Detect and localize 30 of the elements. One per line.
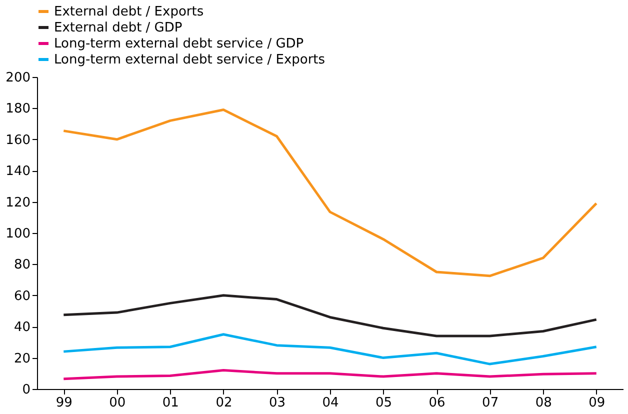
x-tick-label: 01 <box>162 396 179 410</box>
x-tick-label: 08 <box>535 396 552 410</box>
legend-label: External debt / Exports <box>54 4 204 20</box>
x-tick-label: 09 <box>588 396 606 410</box>
y-tick-label: 160 <box>6 132 30 148</box>
line-series <box>62 294 598 338</box>
x-tick-label: 04 <box>322 396 339 410</box>
y-tick-label: 40 <box>14 320 30 336</box>
legend-label: External debt / GDP <box>54 20 182 36</box>
y-tick-label: 180 <box>6 102 30 117</box>
line-series <box>62 108 598 278</box>
y-tick-label: 200 <box>6 70 30 86</box>
legend-label: Long-term external debt service / Exports <box>54 52 326 68</box>
y-tick-label: 140 <box>6 164 30 180</box>
y-tick-label: 80 <box>14 258 30 273</box>
x-tick-label: 07 <box>482 396 499 410</box>
y-tick-label: 120 <box>6 195 30 210</box>
y-tick-label: 20 <box>14 351 30 366</box>
x-tick-label: 00 <box>109 396 126 410</box>
line-series <box>62 333 598 366</box>
x-tick-label: 05 <box>376 396 392 410</box>
y-tick-label: 100 <box>6 226 30 242</box>
y-tick-label: 0 <box>22 382 30 398</box>
y-tick-label: 60 <box>14 288 30 304</box>
x-tick-label: 06 <box>428 396 446 410</box>
x-tick-label: 02 <box>216 396 232 410</box>
line-series <box>62 369 598 380</box>
legend-label: Long-term external debt service / GDP <box>54 36 304 52</box>
x-tick-label: 03 <box>268 396 286 410</box>
x-tick-label: 99 <box>56 396 72 410</box>
